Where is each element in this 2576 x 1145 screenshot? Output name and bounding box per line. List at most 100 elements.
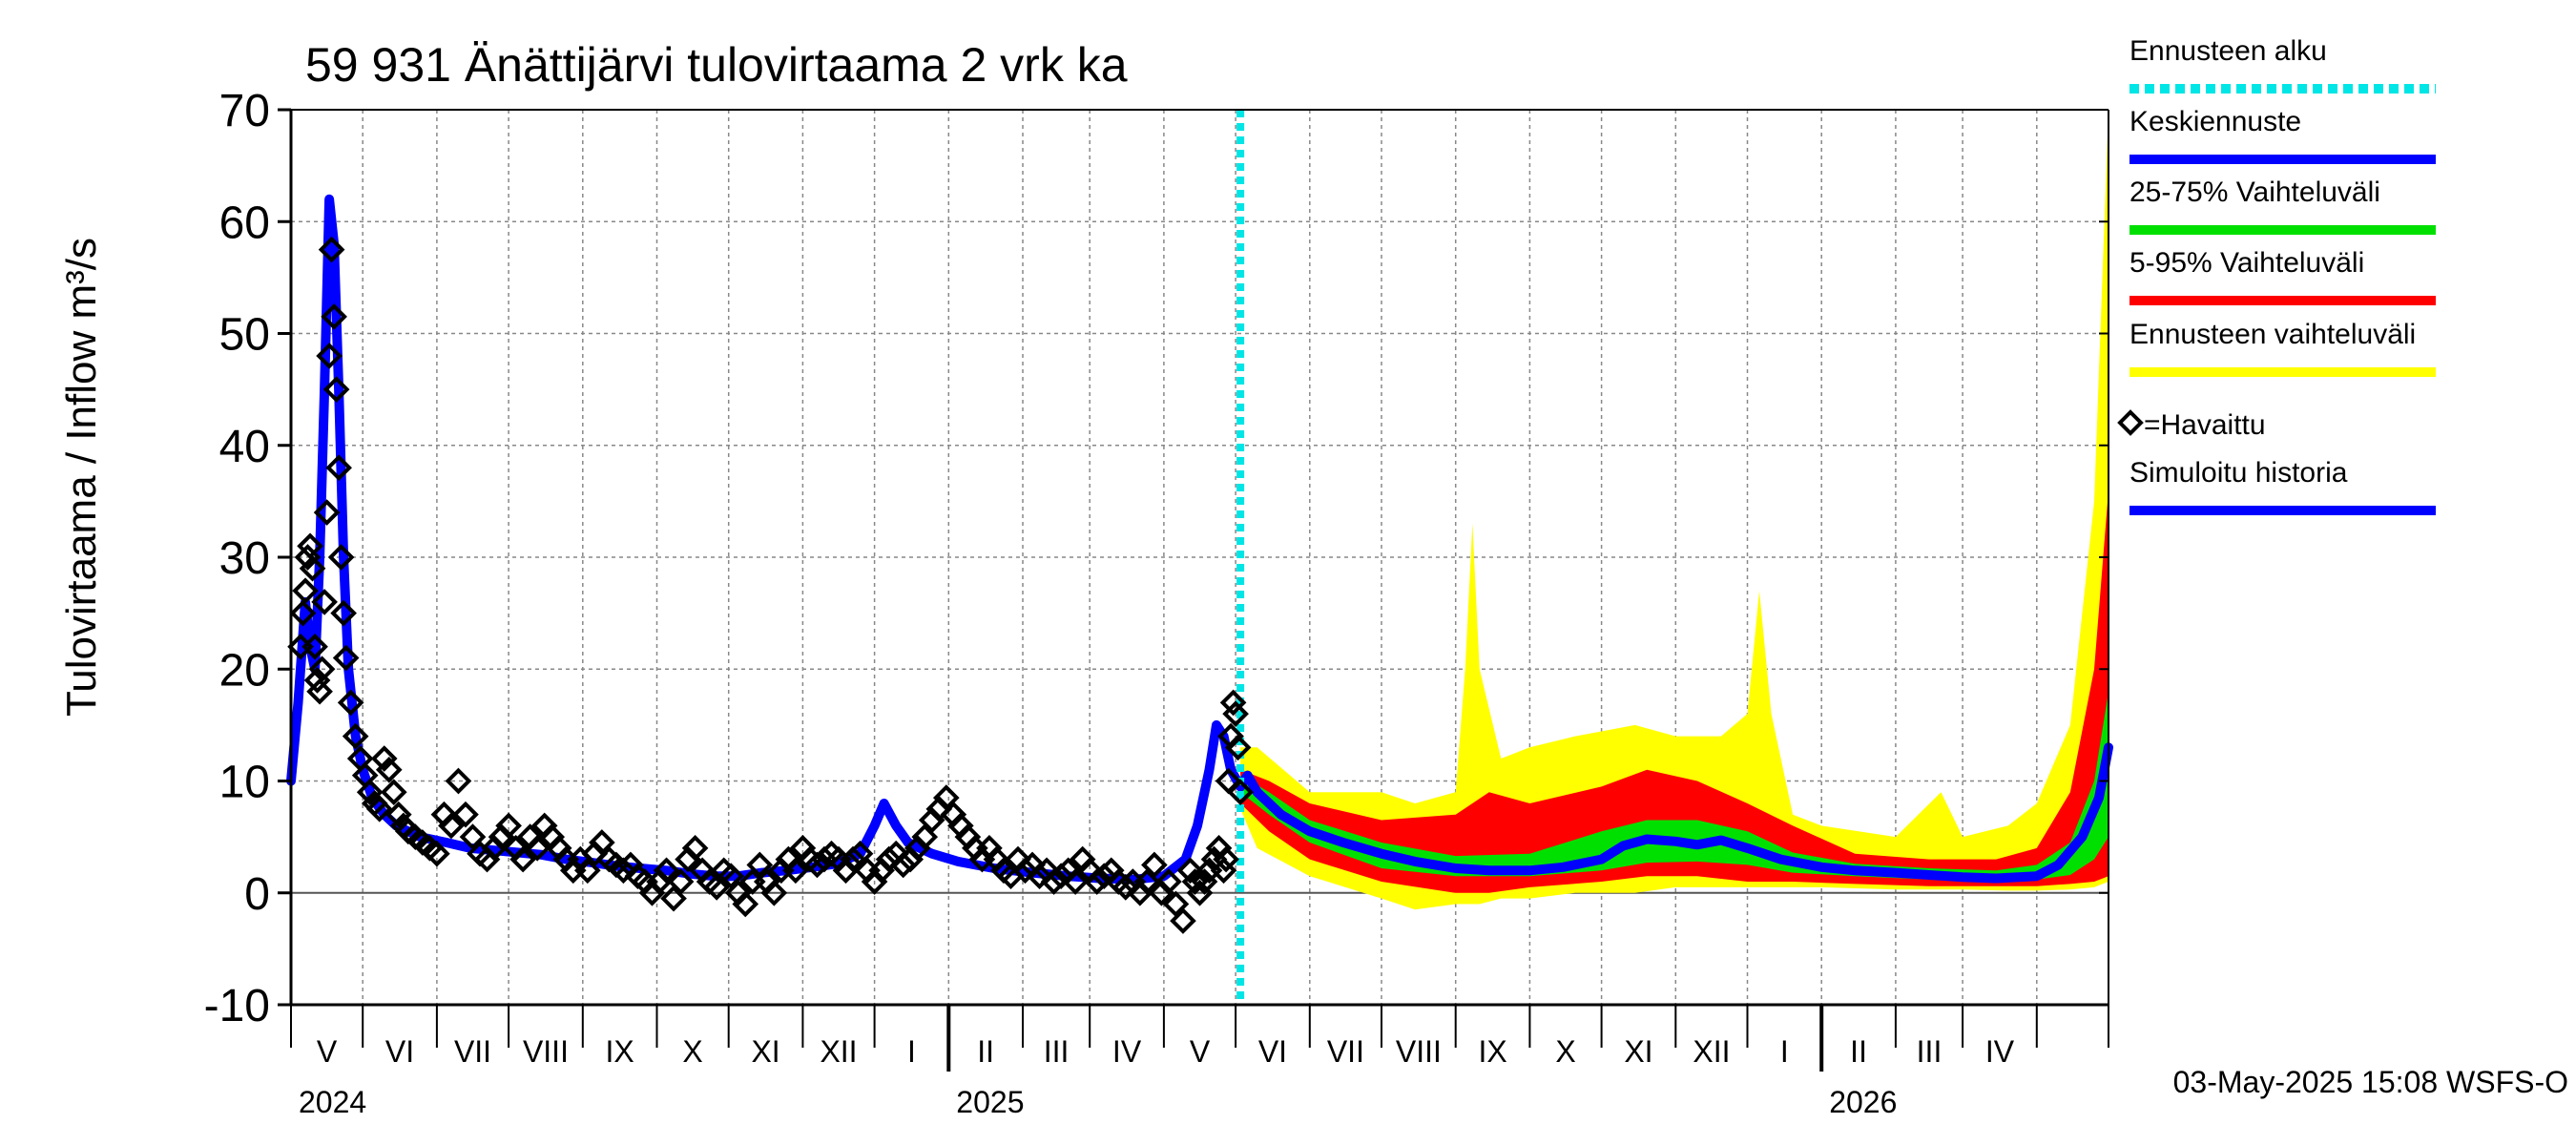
x-tick-label-month: III — [1044, 1034, 1070, 1069]
observed-point — [610, 857, 637, 885]
observed-point — [375, 756, 403, 783]
observed-point — [356, 779, 384, 806]
x-tick-label-month: VII — [454, 1034, 491, 1069]
observed-point — [495, 812, 522, 840]
y-tick-label: 60 — [219, 198, 270, 248]
observed-point — [1155, 868, 1182, 895]
observed-point — [365, 795, 393, 822]
y-tick-label: 20 — [219, 645, 270, 696]
x-tick-label-year: 2024 — [299, 1085, 366, 1119]
x-tick-label-month: III — [1917, 1034, 1942, 1069]
observed-point — [1162, 890, 1190, 918]
observed-point — [524, 835, 551, 862]
observed-point — [299, 554, 326, 582]
series-lines — [286, 110, 2113, 1005]
y-axis-label: Tulovirtaama / Inflow m³/s — [58, 238, 105, 717]
x-tick-label-month: XII — [820, 1034, 857, 1069]
x-tick-label-month: VIII — [1396, 1034, 1442, 1069]
observed-point — [325, 454, 352, 482]
y-tick-label: 0 — [244, 869, 270, 920]
observed-point — [1062, 868, 1089, 895]
x-tick-label-month: IX — [1478, 1034, 1506, 1069]
legend-label: Keskiennuste — [2129, 106, 2301, 137]
observed-point — [301, 633, 328, 660]
observed-point — [1011, 857, 1039, 885]
x-tick-label-month: I — [1780, 1034, 1789, 1069]
x-tick-label-month: X — [1555, 1034, 1575, 1069]
observed-point — [1227, 779, 1254, 806]
observed-point — [424, 840, 450, 867]
observed-point — [1133, 868, 1161, 895]
observed-point — [911, 823, 939, 850]
observed-point — [1219, 689, 1247, 717]
observed-point — [717, 863, 745, 889]
observed-point — [589, 829, 615, 856]
legend-label: 25-75% Vaihteluväli — [2129, 177, 2380, 208]
x-tick-label-month: V — [317, 1034, 338, 1069]
observed-point — [337, 689, 364, 717]
observed-point — [1040, 868, 1068, 895]
y-tick-label: 70 — [219, 86, 270, 136]
observed-point — [289, 599, 317, 627]
observed-point — [1222, 700, 1249, 727]
observed-point — [1176, 857, 1204, 885]
observed-point — [1213, 845, 1239, 873]
observed-point — [1048, 863, 1074, 889]
x-tick-label-month: XII — [1693, 1034, 1730, 1069]
observed-point — [746, 851, 774, 879]
observed-point — [342, 722, 369, 750]
x-tick-label-month: IV — [1985, 1034, 2015, 1069]
observed-point — [660, 885, 687, 912]
series-keskiennuste — [1236, 742, 2113, 884]
observed-point — [445, 767, 472, 795]
observed-point — [327, 544, 355, 571]
observed-point — [681, 835, 709, 862]
observed-point — [452, 801, 479, 828]
x-tick-label-month: I — [907, 1034, 916, 1069]
observed-point — [509, 845, 536, 873]
observed-point — [330, 599, 357, 627]
observed-point — [438, 812, 465, 840]
x-tick-label-month: IX — [606, 1034, 634, 1069]
observed-point — [840, 845, 866, 873]
observed-point — [292, 577, 319, 605]
observed-point — [573, 857, 601, 885]
x-tick-label-month: II — [977, 1034, 994, 1069]
observed-point — [306, 677, 333, 705]
x-tick-label-month: II — [1850, 1034, 1867, 1069]
legend: Ennusteen alku Keskiennuste 25-75% Vaihtel… — [2117, 35, 2436, 515]
legend-marker-diamond — [2117, 409, 2144, 436]
observed-point — [803, 851, 831, 879]
observed-point — [322, 376, 350, 403]
observed-point — [732, 890, 759, 918]
grid-lines — [291, 110, 2109, 1005]
observed-point — [846, 840, 874, 867]
x-tick-label-month: VI — [385, 1034, 414, 1069]
x-tick-label-month: VI — [1258, 1034, 1287, 1069]
observed-point — [1170, 907, 1196, 934]
observed-point — [889, 851, 917, 879]
observed-point — [875, 845, 903, 873]
observed-point — [313, 499, 341, 526]
observed-point — [782, 857, 809, 885]
observed-point — [1091, 863, 1118, 889]
x-tick-label-year: 2026 — [1829, 1085, 1897, 1119]
y-tick-label: 10 — [219, 758, 270, 808]
observed-point — [1111, 874, 1139, 901]
observed-point — [311, 589, 338, 615]
legend-label: Ennusteen vaihteluväli — [2129, 319, 2416, 350]
x-tick-label-month: XI — [1624, 1034, 1652, 1069]
observed-points — [287, 236, 1254, 934]
x-tick-label-month: IV — [1112, 1034, 1142, 1069]
observed-point — [760, 879, 788, 906]
observed-point — [667, 868, 695, 895]
observed-point — [1141, 851, 1168, 879]
legend-label: Ennusteen alku — [2129, 35, 2327, 67]
series-simuloitu-historia — [286, 194, 1246, 885]
x-tick-label-month: VII — [1327, 1034, 1364, 1069]
x-tick-label-month: VIII — [523, 1034, 569, 1069]
x-tick-label-month: V — [1190, 1034, 1211, 1069]
y-tick-label: 40 — [219, 422, 270, 472]
